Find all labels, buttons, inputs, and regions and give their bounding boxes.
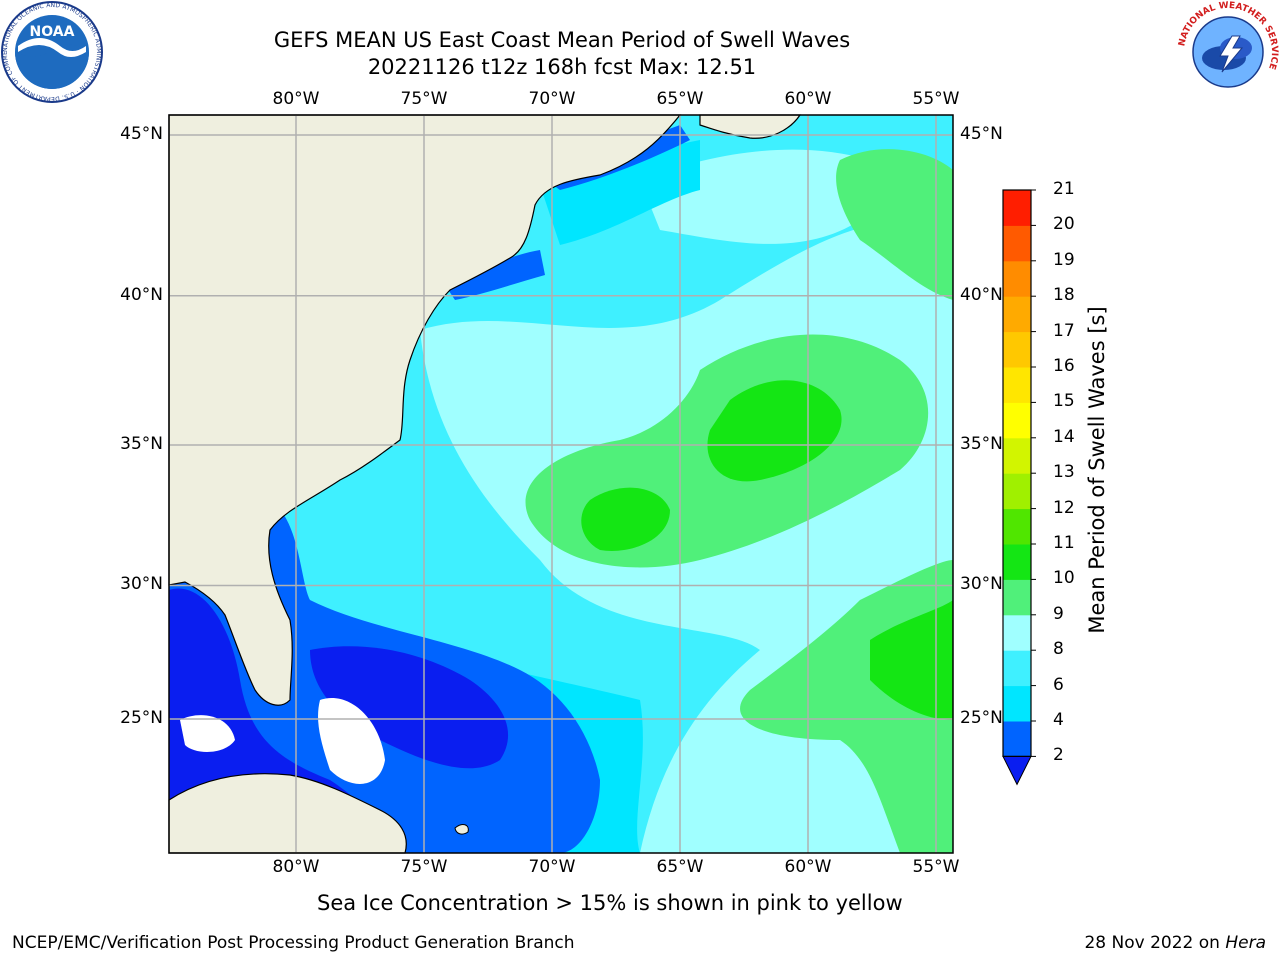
chart-subtitle: 20221126 t12z 168h fcst Max: 12.51 xyxy=(367,55,757,79)
lon-tick-top: 70°W xyxy=(528,89,576,109)
colorbar-bin xyxy=(1003,473,1031,510)
colorbar-tick-label: 20 xyxy=(1053,214,1075,235)
field-10-11s-b xyxy=(581,487,670,551)
colorbar-tick-label: 14 xyxy=(1053,426,1075,447)
colorbar-tick-label: 15 xyxy=(1053,391,1075,412)
colorbar-bin xyxy=(1003,579,1031,616)
lat-tick-left: 35°N xyxy=(120,434,163,455)
colorbar-bin xyxy=(1003,544,1031,580)
missing-cuba xyxy=(180,715,235,752)
colorbar-bin xyxy=(1003,614,1031,651)
field-10-11s-c xyxy=(870,600,953,720)
nws-logo: NATIONAL WEATHER SERVICE xyxy=(1177,1,1279,102)
colorbar-tick-label: 10 xyxy=(1053,568,1075,589)
lon-tick-bottom: 60°W xyxy=(784,857,832,877)
lat-tick-left: 40°N xyxy=(120,284,163,305)
lon-tick-bottom: 55°W xyxy=(912,857,960,877)
noaa-text: NOAA xyxy=(30,24,75,40)
nova-scotia xyxy=(699,114,802,139)
lat-tick-left: 25°N xyxy=(120,708,163,728)
footer-credit: NCEP/EMC/Verification Post Processing Pr… xyxy=(12,933,575,953)
colorbar-bin xyxy=(1003,721,1031,757)
colorbar-bin xyxy=(1003,190,1031,226)
colorbar-tick-label: 8 xyxy=(1053,639,1064,660)
lon-tick-top: 60°W xyxy=(784,89,832,109)
footer-timestamp: 28 Nov 2022 on Hera xyxy=(1084,933,1266,953)
lat-tick-right: 30°N xyxy=(960,574,1003,595)
lat-tick-left: 30°N xyxy=(120,574,163,595)
field-4-6s-gom xyxy=(540,140,700,245)
lat-tick-left: 45°N xyxy=(120,124,163,144)
lon-tick-bottom: 70°W xyxy=(528,857,576,877)
lat-tick-right: 35°N xyxy=(960,434,1003,455)
field-under-2s-bahamas xyxy=(310,646,509,769)
field-2-4s-ny xyxy=(445,250,545,300)
field-9-10s-ne xyxy=(836,149,953,300)
lon-tick-top: 55°W xyxy=(912,89,960,109)
colorbar-tick-label: 4 xyxy=(1053,710,1064,730)
colorbar-label: Mean Period of Swell Waves [s] xyxy=(1085,306,1109,634)
lon-tick-top: 75°W xyxy=(400,89,448,109)
colorbar-bin xyxy=(1003,508,1031,545)
lon-tick-top: 65°W xyxy=(656,89,704,109)
noaa-logo: NATIONAL OCEANIC AND ATMOSPHERIC ADMINIS… xyxy=(0,0,103,103)
lat-tick-right: 45°N xyxy=(960,124,1003,144)
sea-ice-note: Sea Ice Concentration > 15% is shown in … xyxy=(317,891,903,915)
lat-tick-right: 25°N xyxy=(960,708,1003,728)
colorbar-bin xyxy=(1003,331,1031,368)
colorbar-tick-label: 21 xyxy=(1053,179,1075,199)
lon-tick-bottom: 80°W xyxy=(272,857,320,877)
lon-tick-bottom: 75°W xyxy=(400,857,448,877)
footer-date: 28 Nov 2022 on xyxy=(1084,933,1226,953)
colorbar-bin xyxy=(1003,225,1031,262)
colorbar-tick-label: 13 xyxy=(1053,462,1075,483)
colorbar-bin xyxy=(1003,367,1031,403)
colorbar-tick-label: 16 xyxy=(1053,356,1075,376)
colorbar-tick-label: 9 xyxy=(1053,603,1064,624)
colorbar-tick-label: 18 xyxy=(1053,285,1075,306)
colorbar-bin xyxy=(1003,437,1031,474)
island-hispaniola xyxy=(454,824,469,835)
colorbar-tick-label: 17 xyxy=(1053,320,1075,341)
chart-title: GEFS MEAN US East Coast Mean Period of S… xyxy=(273,28,851,52)
colorbar-tick-label: 6 xyxy=(1053,674,1064,695)
lon-tick-bottom: 65°W xyxy=(656,857,704,877)
colorbar-bin xyxy=(1003,685,1031,722)
colorbar-tick-label: 11 xyxy=(1053,533,1075,553)
colorbar-bin xyxy=(1003,650,1031,687)
colorbar-bin xyxy=(1003,296,1031,333)
lon-tick-top: 80°W xyxy=(272,89,320,109)
footer-machine: Hera xyxy=(1225,933,1266,953)
map-frame xyxy=(168,114,954,854)
colorbar-under-arrow xyxy=(1002,755,1032,786)
colorbar-tick-label: 2 xyxy=(1053,745,1064,766)
colorbar-bin xyxy=(1003,402,1031,439)
cuba-landmass xyxy=(168,773,407,854)
colorbar-tick-label: 19 xyxy=(1053,249,1075,270)
colorbar-bin xyxy=(1003,260,1031,297)
lat-tick-right: 40°N xyxy=(960,284,1003,305)
map-grid xyxy=(169,115,953,853)
colorbar-tick-label: 12 xyxy=(1053,497,1075,518)
